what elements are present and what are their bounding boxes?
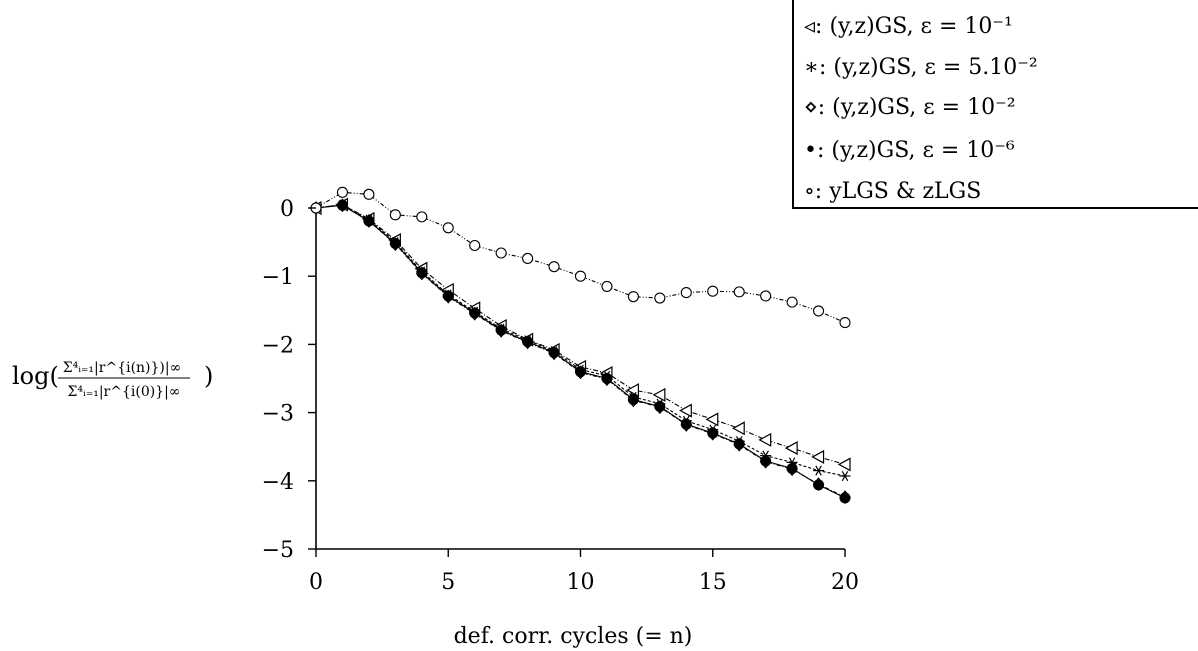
- point: [784, 441, 798, 456]
- point: [495, 247, 507, 259]
- point: [839, 470, 851, 482]
- x-axis-title: def. corr. cycles (= n): [454, 624, 693, 649]
- point: [760, 290, 772, 302]
- point: [813, 465, 825, 476]
- x-tick-label: 20: [831, 570, 859, 595]
- point: [627, 394, 639, 406]
- point: [680, 287, 692, 299]
- point: [731, 421, 745, 436]
- x-tick-label: 15: [699, 570, 727, 595]
- point: [811, 449, 825, 464]
- series-line: [315, 204, 846, 477]
- point: [548, 261, 560, 273]
- y-axis-title: log( Σ⁴ᵢ₌₁|r^{i(n)})|∞ Σ⁴ᵢ₌₁|r^{i(0)}|∞ …: [12, 360, 213, 400]
- point: [786, 463, 798, 475]
- point: [652, 387, 666, 402]
- point: [680, 418, 692, 430]
- point: [389, 237, 401, 249]
- point: [442, 290, 454, 302]
- point: [627, 291, 639, 303]
- point: [839, 492, 851, 504]
- point: [654, 400, 666, 412]
- x-tick-label: 5: [441, 570, 455, 595]
- legend-entry-1: ◃: (y,z)GS, ε = 10⁻¹: [804, 14, 1013, 39]
- legend-entry-5: ∘: yLGS & zLGS: [804, 179, 981, 204]
- point: [363, 188, 375, 200]
- point-stroke: [841, 470, 849, 482]
- point: [733, 438, 745, 450]
- y-axis-title-prefix: log(: [12, 362, 59, 390]
- point: [548, 347, 560, 359]
- x-tick-label: 10: [567, 570, 595, 595]
- point: [760, 455, 772, 467]
- legend-entry-4: •: (y,z)GS, ε = 10⁻⁶: [804, 138, 1015, 163]
- ticks-layer: 0 5 10 15 20 0 −1 −2 −3 −4 −5: [262, 197, 859, 595]
- legend-box: [792, 0, 1198, 209]
- legend-entry-2: ∗: (y,z)GS, ε = 5.10⁻²: [804, 55, 1038, 80]
- point: [707, 427, 719, 439]
- point: [495, 324, 507, 336]
- point: [469, 239, 481, 252]
- legend-entry-3: ⋄: (y,z)GS, ε = 10⁻²: [804, 95, 1016, 120]
- series-5: [310, 186, 851, 329]
- point: [813, 479, 825, 491]
- y-tick-label: −2: [262, 333, 294, 358]
- series-4: [310, 199, 851, 504]
- point: [363, 215, 375, 227]
- y-tick-label: 0: [280, 197, 294, 222]
- point: [837, 457, 851, 472]
- point: [575, 366, 586, 378]
- point: [601, 280, 613, 292]
- point: [654, 292, 666, 304]
- point: [733, 286, 745, 298]
- y-tick-label: −5: [262, 538, 294, 563]
- point: [416, 267, 428, 279]
- point: [522, 336, 534, 348]
- y-tick-label: −3: [262, 402, 294, 427]
- point: [336, 186, 349, 198]
- point: [786, 296, 798, 308]
- point: [679, 403, 692, 418]
- point: [389, 209, 401, 221]
- point: [812, 305, 825, 317]
- point: [705, 412, 719, 427]
- point: [839, 317, 851, 329]
- point: [416, 211, 428, 223]
- series-line: [315, 191, 846, 324]
- point: [469, 307, 481, 319]
- point: [758, 432, 772, 447]
- series-layer: [308, 186, 851, 505]
- legend: ◃: (y,z)GS, ε = 10⁻¹ ∗: (y,z)GS, ε = 5.1…: [792, 0, 1198, 209]
- point-stroke: [815, 465, 822, 476]
- y-tick-label: −1: [262, 265, 294, 290]
- point: [442, 222, 454, 234]
- y-tick-label: −4: [262, 470, 294, 495]
- y-axis-title-numerator: Σ⁴ᵢ₌₁|r^{i(n)})|∞: [63, 360, 182, 376]
- x-tick-label: 0: [309, 570, 323, 595]
- point: [522, 252, 534, 265]
- point: [336, 199, 348, 211]
- y-axis-title-denominator: Σ⁴ᵢ₌₁|r^{i(0)}|∞: [68, 384, 181, 400]
- point: [601, 373, 613, 384]
- point: [574, 270, 587, 282]
- y-axis-title-suffix: ): [204, 362, 213, 390]
- point: [707, 285, 719, 297]
